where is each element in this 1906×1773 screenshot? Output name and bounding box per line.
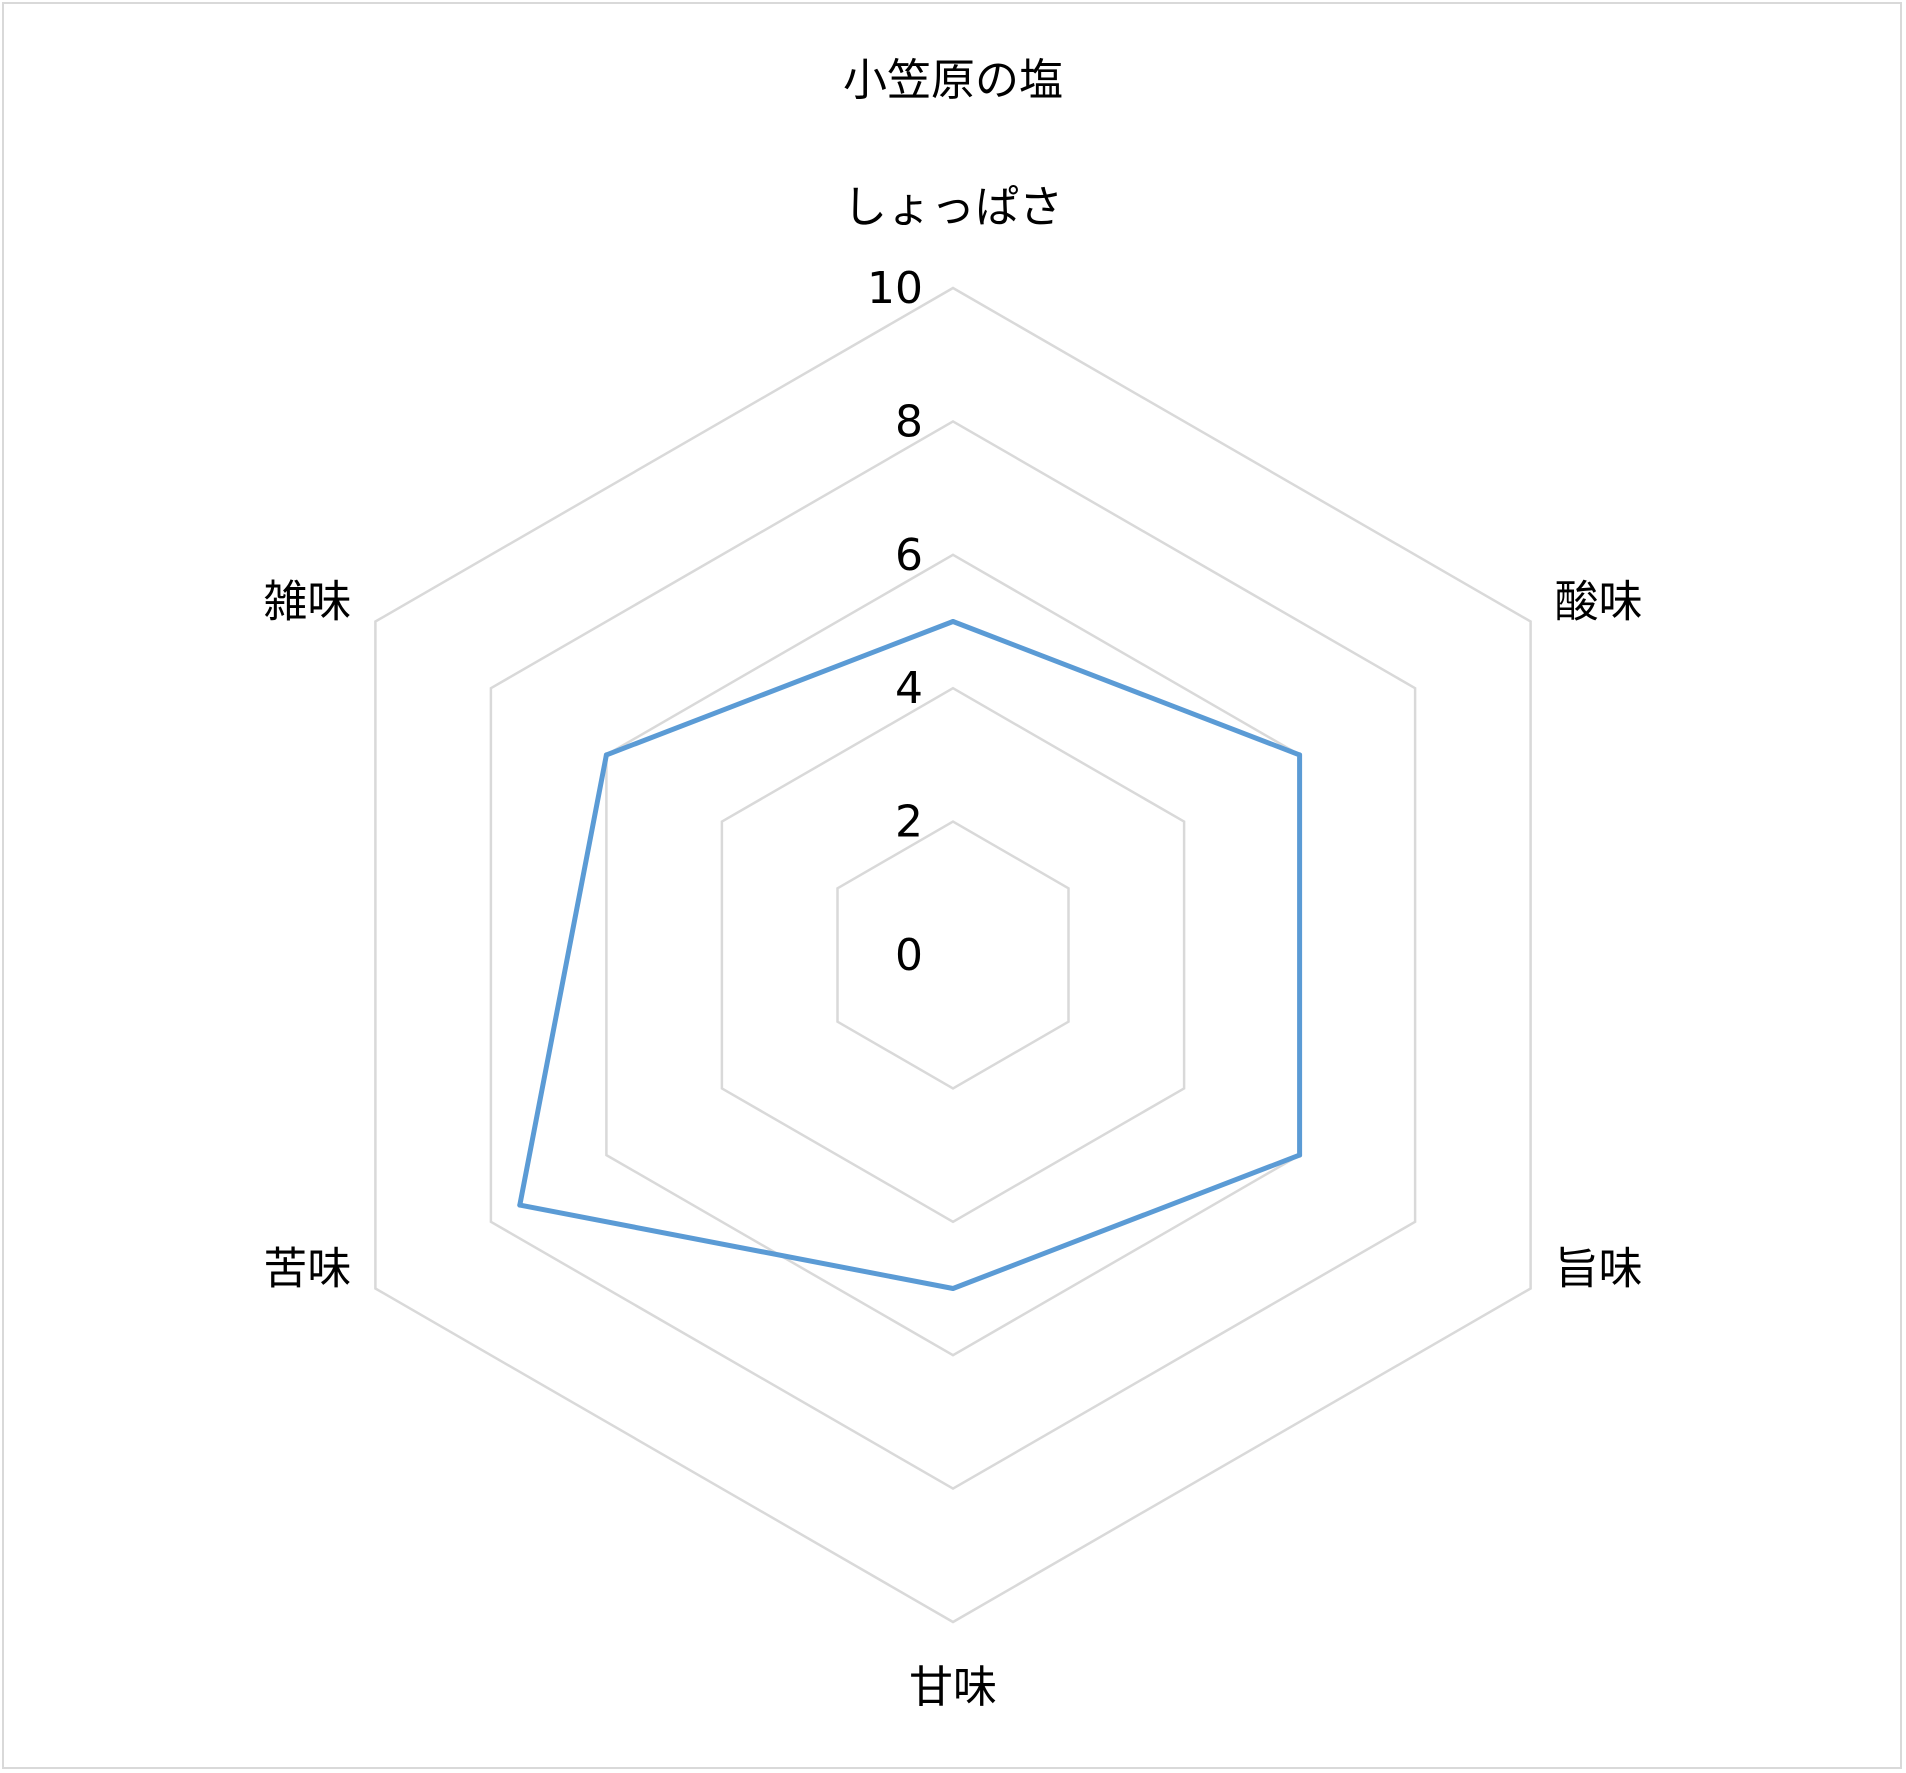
radar-series — [517, 619, 1303, 1291]
series-point — [603, 752, 609, 758]
category-label: 甘味 — [909, 1662, 997, 1713]
grid-ring-8 — [489, 419, 1417, 1491]
grid-ring-10 — [374, 286, 1532, 1624]
series-point — [1297, 752, 1303, 758]
tick-label: 6 — [895, 530, 923, 581]
radar-grid — [374, 286, 1532, 1624]
tick-label: 4 — [895, 663, 923, 714]
series-point — [950, 1286, 956, 1291]
tick-label: 10 — [867, 263, 923, 314]
series-point — [950, 619, 956, 624]
tick-label: 0 — [895, 930, 923, 981]
grid-ring-6 — [605, 553, 1301, 1357]
chart-title: 小笠原の塩 — [843, 55, 1063, 106]
tick-label: 2 — [895, 797, 923, 848]
series-point — [1297, 1152, 1303, 1158]
grid-ring-4 — [720, 686, 1186, 1224]
category-label: 雑味 — [263, 577, 351, 628]
grid-ring-2 — [836, 820, 1070, 1090]
series-point — [517, 1202, 523, 1208]
category-label: 旨味 — [1555, 1244, 1643, 1295]
tick-label: 8 — [895, 396, 923, 447]
category-label: 酸味 — [1555, 577, 1643, 628]
radial-tick-labels: 0 2 4 6 8 10 — [867, 263, 923, 981]
category-label: しょっぱさ — [843, 182, 1063, 233]
category-label: 苦味 — [263, 1244, 351, 1295]
